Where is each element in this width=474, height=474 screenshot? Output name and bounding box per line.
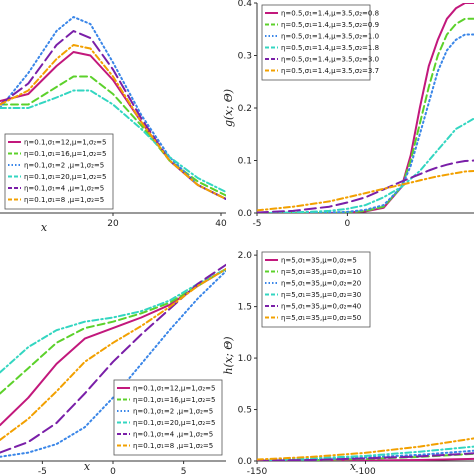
panel-bottom-right: -150 -100 0.0 0.5 1.0 1.5 2.0 x h(x; Θ) η=5,σ₁=35…: [222, 250, 474, 474]
y-axis-label: h(x; Θ): [222, 336, 235, 374]
legend-box: [4, 133, 114, 210]
x-axis-label: x: [41, 221, 48, 234]
legend-label: η=0.5,σ₁=1.4,μ=3.5,σ₂=0.9: [281, 21, 379, 29]
legend-label: η=0.1,σ₁=4 ,μ=1,σ₂=5: [24, 185, 104, 193]
legend-label: η=0.5,σ₁=1.4,μ=3.5,σ₂=1.8: [281, 44, 379, 52]
x-tick-label: 0: [110, 467, 116, 474]
series-line: [0, 44, 226, 200]
legend-label: η=0.1,σ₁=12,μ=1,σ₂=5: [133, 385, 215, 393]
legend-box: [113, 379, 223, 456]
legend: η=0.1,σ₁=12,μ=1,σ₂=5 η=0.1,σ₁=16,μ=1,σ₂=5…: [4, 133, 114, 210]
series-line: [257, 33, 474, 213]
y-tick-label: 1.0: [238, 354, 253, 364]
y-tick-label: 0.5: [238, 406, 252, 416]
legend-label: η=0.5,σ₁=1.4,μ=3.5,σ₂=3.0: [281, 56, 379, 64]
y-tick-label: 0.1: [238, 157, 252, 167]
y-tick-label: 0.4: [238, 0, 253, 9]
legend-box: [261, 251, 371, 328]
series-group: [257, 437, 474, 461]
y-tick-label: 0.0: [238, 209, 253, 219]
legend-label: η=0.1,σ₁=12,μ=1,σ₂=5: [24, 139, 106, 147]
legend-label: η=5,σ₁=35,μ=0,σ₂=10: [281, 268, 361, 276]
y-axis-label: g(x; Θ): [222, 89, 235, 127]
x-tick-label: 20: [107, 219, 119, 229]
series-line: [0, 268, 226, 374]
legend-label: η=0.1,σ₁=20,μ=1,σ₂=5: [133, 419, 215, 427]
series-group: [257, 3, 474, 213]
x-tick-label: 40: [215, 219, 227, 229]
legend-label: η=5,σ₁=35,μ=0,σ₂=50: [281, 314, 361, 322]
x-tick-label: 5: [181, 467, 187, 474]
legend-box: [261, 4, 371, 81]
x-tick-label: -150: [247, 467, 268, 474]
x-tick-label: -5: [253, 219, 262, 229]
series-line: [257, 159, 474, 213]
series-line: [257, 452, 474, 461]
x-tick-label: -100: [355, 467, 376, 474]
legend-label: η=5,σ₁=35,μ=0,σ₂=5: [281, 257, 357, 265]
panel-top-right: -5 0 0.0 0.1 0.2 0.3 0.4 g(x; Θ) η=0.5,σ₁=1.4,μ=…: [222, 0, 474, 229]
legend: η=0.1,σ₁=12,μ=1,σ₂=5 η=0.1,σ₁=16,μ=1,σ₂=5…: [113, 379, 223, 456]
series-line: [0, 270, 226, 458]
legend: η=5,σ₁=35,μ=0,σ₂=5 η=5,σ₁=35,μ=0,σ₂=10 η=5…: [261, 251, 371, 328]
legend-label: η=0.5,σ₁=1.4,μ=3.5,σ₂=1.0: [281, 33, 379, 41]
legend: η=0.5,σ₁=1.4,μ=3.5,σ₂=0.8 η=0.5,σ₁=1.4,μ=…: [261, 4, 379, 81]
legend-label: η=5,σ₁=35,μ=0,σ₂=20: [281, 280, 361, 288]
x-tick-label: 0: [345, 219, 351, 229]
legend-label: η=0.1,σ₁=2 ,μ=1,σ₂=5: [24, 162, 104, 170]
y-tick-label: 1.5: [238, 303, 252, 313]
series-line: [257, 170, 474, 212]
panel-bottom-left: -5 0 5 x η=0.1,σ₁=12,μ=1,σ₂=5 η=0.1,σ₁=16,μ=1…: [0, 263, 226, 474]
series-line: [0, 16, 226, 200]
legend-label: η=0.1,σ₁=4 ,μ=1,σ₂=5: [133, 431, 213, 439]
legend-label: η=0.1,σ₁=20,μ=1,σ₂=5: [24, 173, 106, 181]
series-line: [257, 117, 474, 213]
y-tick-label: 2.0: [238, 251, 253, 261]
series-line: [0, 89, 226, 193]
legend-label: η=0.1,σ₁=8 ,μ=1,σ₂=5: [24, 196, 104, 204]
legend-label: η=0.1,σ₁=2 ,μ=1,σ₂=5: [133, 408, 213, 416]
panel-top-left: 20 40 x η=0.1,σ₁=12,μ=1,σ₂=5 η=0.1,σ₁=16,μ=1…: [0, 16, 227, 234]
series-line: [257, 437, 474, 461]
legend-label: η=0.1,σ₁=16,μ=1,σ₂=5: [24, 150, 106, 158]
x-axis-label: x: [84, 460, 91, 473]
series-line: [257, 445, 474, 461]
legend-label: η=0.1,σ₁=8 ,μ=1,σ₂=5: [133, 442, 213, 450]
legend-label: η=0.5,σ₁=1.4,μ=3.5,σ₂=3.7: [281, 67, 379, 75]
series-line: [0, 268, 226, 441]
x-tick-label: -5: [38, 467, 47, 474]
x-axis-label: x: [350, 460, 357, 473]
legend-label: η=5,σ₁=35,μ=0,σ₂=40: [281, 303, 361, 311]
legend-label: η=0.1,σ₁=16,μ=1,σ₂=5: [133, 396, 215, 404]
y-tick-label: 0.0: [238, 457, 253, 467]
series-group: [0, 16, 226, 200]
legend-label: η=5,σ₁=35,μ=0,σ₂=30: [281, 291, 361, 299]
y-tick-label: 0.2: [238, 104, 252, 114]
series-group: [0, 263, 226, 458]
series-line: [0, 268, 226, 395]
legend-label: η=0.5,σ₁=1.4,μ=3.5,σ₂=0.8: [281, 10, 379, 18]
y-tick-label: 0.3: [238, 52, 252, 62]
